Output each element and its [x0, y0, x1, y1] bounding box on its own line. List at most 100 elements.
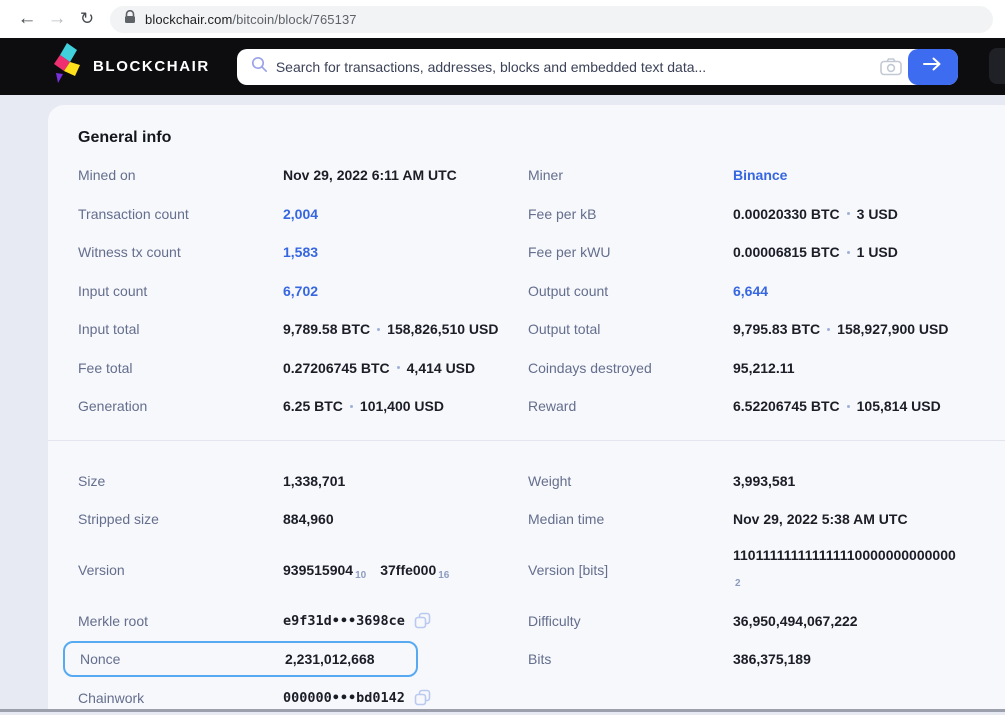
- row-label: Fee total: [78, 359, 133, 376]
- row-value: 0.27206745 BTC 4,414 USD: [283, 359, 476, 376]
- row-value: 0.00020330 BTC 3 USD: [733, 205, 898, 222]
- row-input-count: Input count 6,702: [78, 272, 528, 311]
- dot-separator: [349, 404, 353, 408]
- dot-separator: [396, 366, 400, 370]
- copy-icon[interactable]: [414, 689, 431, 706]
- row-value: 6.52206745 BTC 105,814 USD: [733, 398, 941, 415]
- url-text: blockchair.com/bitcoin/block/765137: [145, 12, 357, 27]
- dot-separator: [846, 404, 850, 408]
- row-output-total: Output total 9,795.83 BTC 158,927,900 USD: [528, 310, 995, 349]
- merkle-root-value: e9f31d ••• 3698ce: [283, 612, 405, 629]
- row-label: Output total: [528, 321, 601, 338]
- url-path: /bitcoin/block/765137: [232, 11, 357, 27]
- section-title: General info: [78, 129, 172, 146]
- row-stripped-size: Stripped size 884,960: [78, 500, 528, 539]
- dot-separator: [827, 327, 831, 331]
- input-count-link[interactable]: 6,702: [283, 282, 319, 299]
- row-label: Merkle root: [78, 612, 149, 629]
- dot-separator: [846, 212, 850, 216]
- general-info-card: General info Mined on Nov 29, 2022 6:11 …: [48, 105, 1005, 709]
- arrow-right-icon: [923, 57, 942, 76]
- row-witness-tx-count: Witness tx count 1,583: [78, 233, 528, 272]
- url-domain: blockchair.com: [145, 11, 233, 27]
- row-fee-per-kb: Fee per kB 0.00020330 BTC 3 USD: [528, 195, 995, 234]
- row-label: Chainwork: [78, 689, 145, 706]
- row-label: Mined on: [78, 167, 136, 184]
- row-value: 939515904 10 37ffe000 16: [283, 562, 450, 581]
- row-label: Output count: [528, 282, 609, 299]
- row-value: 9,795.83 BTC 158,927,900 USD: [733, 321, 949, 338]
- row-nonce: Nonce 2,231,012,668: [63, 640, 528, 679]
- info-grid-bottom: Size 1,338,701 Weight 3,993,581 Stripped…: [63, 462, 995, 710]
- nonce-highlight-box: Nonce 2,231,012,668: [63, 641, 418, 678]
- browser-toolbar: ← → ↻ blockchair.com/bitcoin/block/76513…: [0, 0, 1005, 38]
- row-value: 110111111111111110000000000000 2: [733, 546, 956, 589]
- row-label: Version [bits]: [528, 562, 609, 578]
- screenshot-bottom-edge: [0, 709, 1005, 712]
- row-difficulty: Difficulty 36,950,494,067,222: [528, 602, 995, 641]
- search-icon: [251, 56, 268, 78]
- row-size: Size 1,338,701: [78, 462, 528, 501]
- row-label: Size: [78, 472, 106, 489]
- transaction-count-link[interactable]: 2,004: [283, 205, 319, 222]
- row-label: Coindays destroyed: [528, 359, 652, 376]
- witness-count-link[interactable]: 1,583: [283, 244, 319, 261]
- camera-icon[interactable]: [874, 57, 908, 76]
- row-value: Nov 29, 2022 6:11 AM UTC: [283, 167, 457, 184]
- row-reward: Reward 6.52206745 BTC 105,814 USD: [528, 387, 995, 426]
- row-label: Weight: [528, 472, 572, 489]
- row-chainwork: Chainwork 000000 ••• bd0142: [78, 679, 528, 710]
- row-input-total: Input total 9,789.58 BTC 158,826,510 USD: [78, 310, 528, 349]
- address-bar[interactable]: blockchair.com/bitcoin/block/765137: [110, 5, 993, 33]
- dot-separator: [846, 250, 850, 254]
- row-weight: Weight 3,993,581: [528, 462, 995, 501]
- row-version-bits: Version [bits] 1101111111111111100000000…: [528, 539, 995, 602]
- row-label: Nonce: [80, 651, 121, 668]
- row-value: 386,375,189: [733, 651, 811, 668]
- row-label: Median time: [528, 511, 605, 528]
- dot-separator: [377, 327, 381, 331]
- base-subscript: 10: [355, 569, 367, 581]
- search-input[interactable]: [275, 58, 874, 75]
- row-label: Version: [78, 562, 125, 578]
- info-grid-top: Mined on Nov 29, 2022 6:11 AM UTC Miner …: [78, 156, 995, 426]
- blockchair-logo[interactable]: BLOCKCHAIR: [54, 43, 210, 90]
- row-label: Input count: [78, 282, 148, 299]
- row-label: Reward: [528, 398, 577, 415]
- row-label: Fee per kB: [528, 205, 597, 222]
- nonce-value: 2,231,012,668: [285, 651, 375, 668]
- row-label: Miner: [528, 167, 564, 184]
- copy-icon[interactable]: [414, 612, 431, 629]
- refresh-icon[interactable]: ↻: [79, 9, 95, 28]
- row-label: Fee per kWU: [528, 244, 611, 261]
- row-transaction-count: Transaction count 2,004: [78, 195, 528, 234]
- row-value: 0.00006815 BTC 1 USD: [733, 244, 898, 261]
- base-subscript: 2: [735, 577, 741, 589]
- row-label: Input total: [78, 321, 140, 338]
- row-value: 3,993,581: [733, 472, 796, 489]
- row-fee-total: Fee total 0.27206745 BTC 4,414 USD: [78, 349, 528, 388]
- miner-link[interactable]: Binance: [733, 167, 788, 184]
- lock-icon: [124, 9, 136, 29]
- section-divider: [48, 439, 1005, 441]
- back-icon[interactable]: ←: [17, 8, 37, 29]
- row-median-time: Median time Nov 29, 2022 5:38 AM UTC: [528, 500, 995, 539]
- brand-name: BLOCKCHAIR: [93, 58, 210, 75]
- search-submit-button[interactable]: [907, 48, 958, 85]
- base-subscript: 16: [438, 569, 450, 581]
- row-miner: Miner Binance: [528, 156, 995, 195]
- row-mined-on: Mined on Nov 29, 2022 6:11 AM UTC: [78, 156, 528, 195]
- output-count-link[interactable]: 6,644: [733, 282, 769, 299]
- search-bar[interactable]: [236, 48, 958, 85]
- row-coindays-destroyed: Coindays destroyed 95,212.11: [528, 349, 995, 388]
- forward-icon[interactable]: →: [47, 8, 67, 29]
- blockchair-logo-icon: [54, 43, 81, 90]
- row-version: Version 939515904 10 37ffe000 16: [78, 539, 528, 602]
- row-label: Transaction count: [78, 205, 189, 222]
- row-label: Bits: [528, 651, 552, 668]
- row-value: 95,212.11: [733, 359, 795, 376]
- chainwork-value: 000000 ••• bd0142: [283, 689, 405, 706]
- row-label: Generation: [78, 398, 148, 415]
- header-right-button[interactable]: [989, 48, 1005, 84]
- row-value: 9,789.58 BTC 158,826,510 USD: [283, 321, 499, 338]
